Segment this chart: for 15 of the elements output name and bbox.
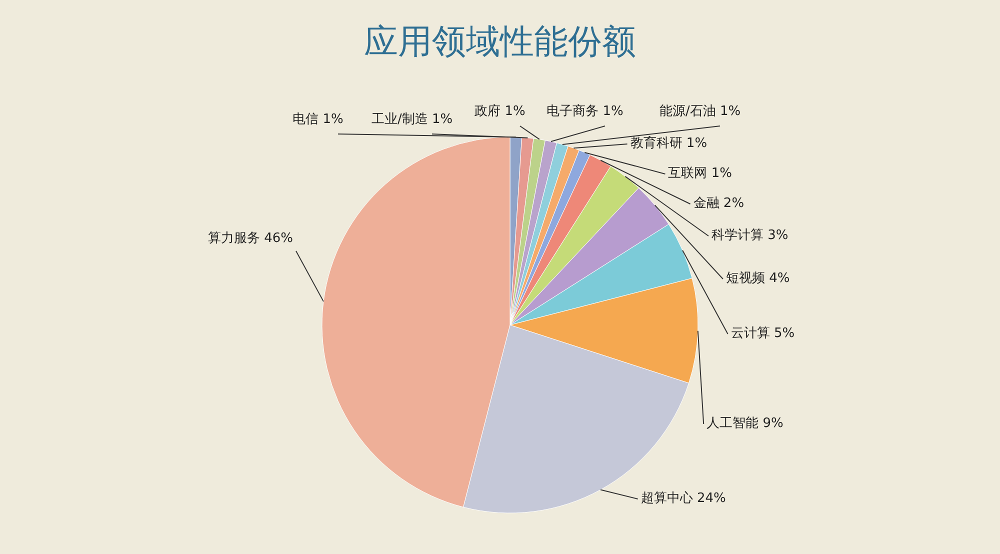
slice-label: 工业/制造 1% [371,112,453,127]
slice-label: 教育科研 1% [630,135,708,151]
chart-title: 应用领域性能份额 [364,22,636,62]
slice-label: 能源/石油 1% [659,104,741,119]
slice-label: 科学计算 3% [712,228,788,243]
slice-label: 电信 1% [292,112,344,127]
slice-label: 金融 2% [693,196,744,211]
slice-label: 超算中心 24% [640,490,726,506]
slice-label: 短视频 4% [726,271,790,286]
slice-label: 政府 1% [474,103,526,119]
slice-label: 人工智能 9% [706,416,784,431]
slice-label: 电子商务 1% [546,104,624,119]
slice-label: 互联网 1% [668,166,732,181]
slice-label: 云计算 5% [730,326,795,341]
slice-label: 算力服务 46% [208,231,293,246]
